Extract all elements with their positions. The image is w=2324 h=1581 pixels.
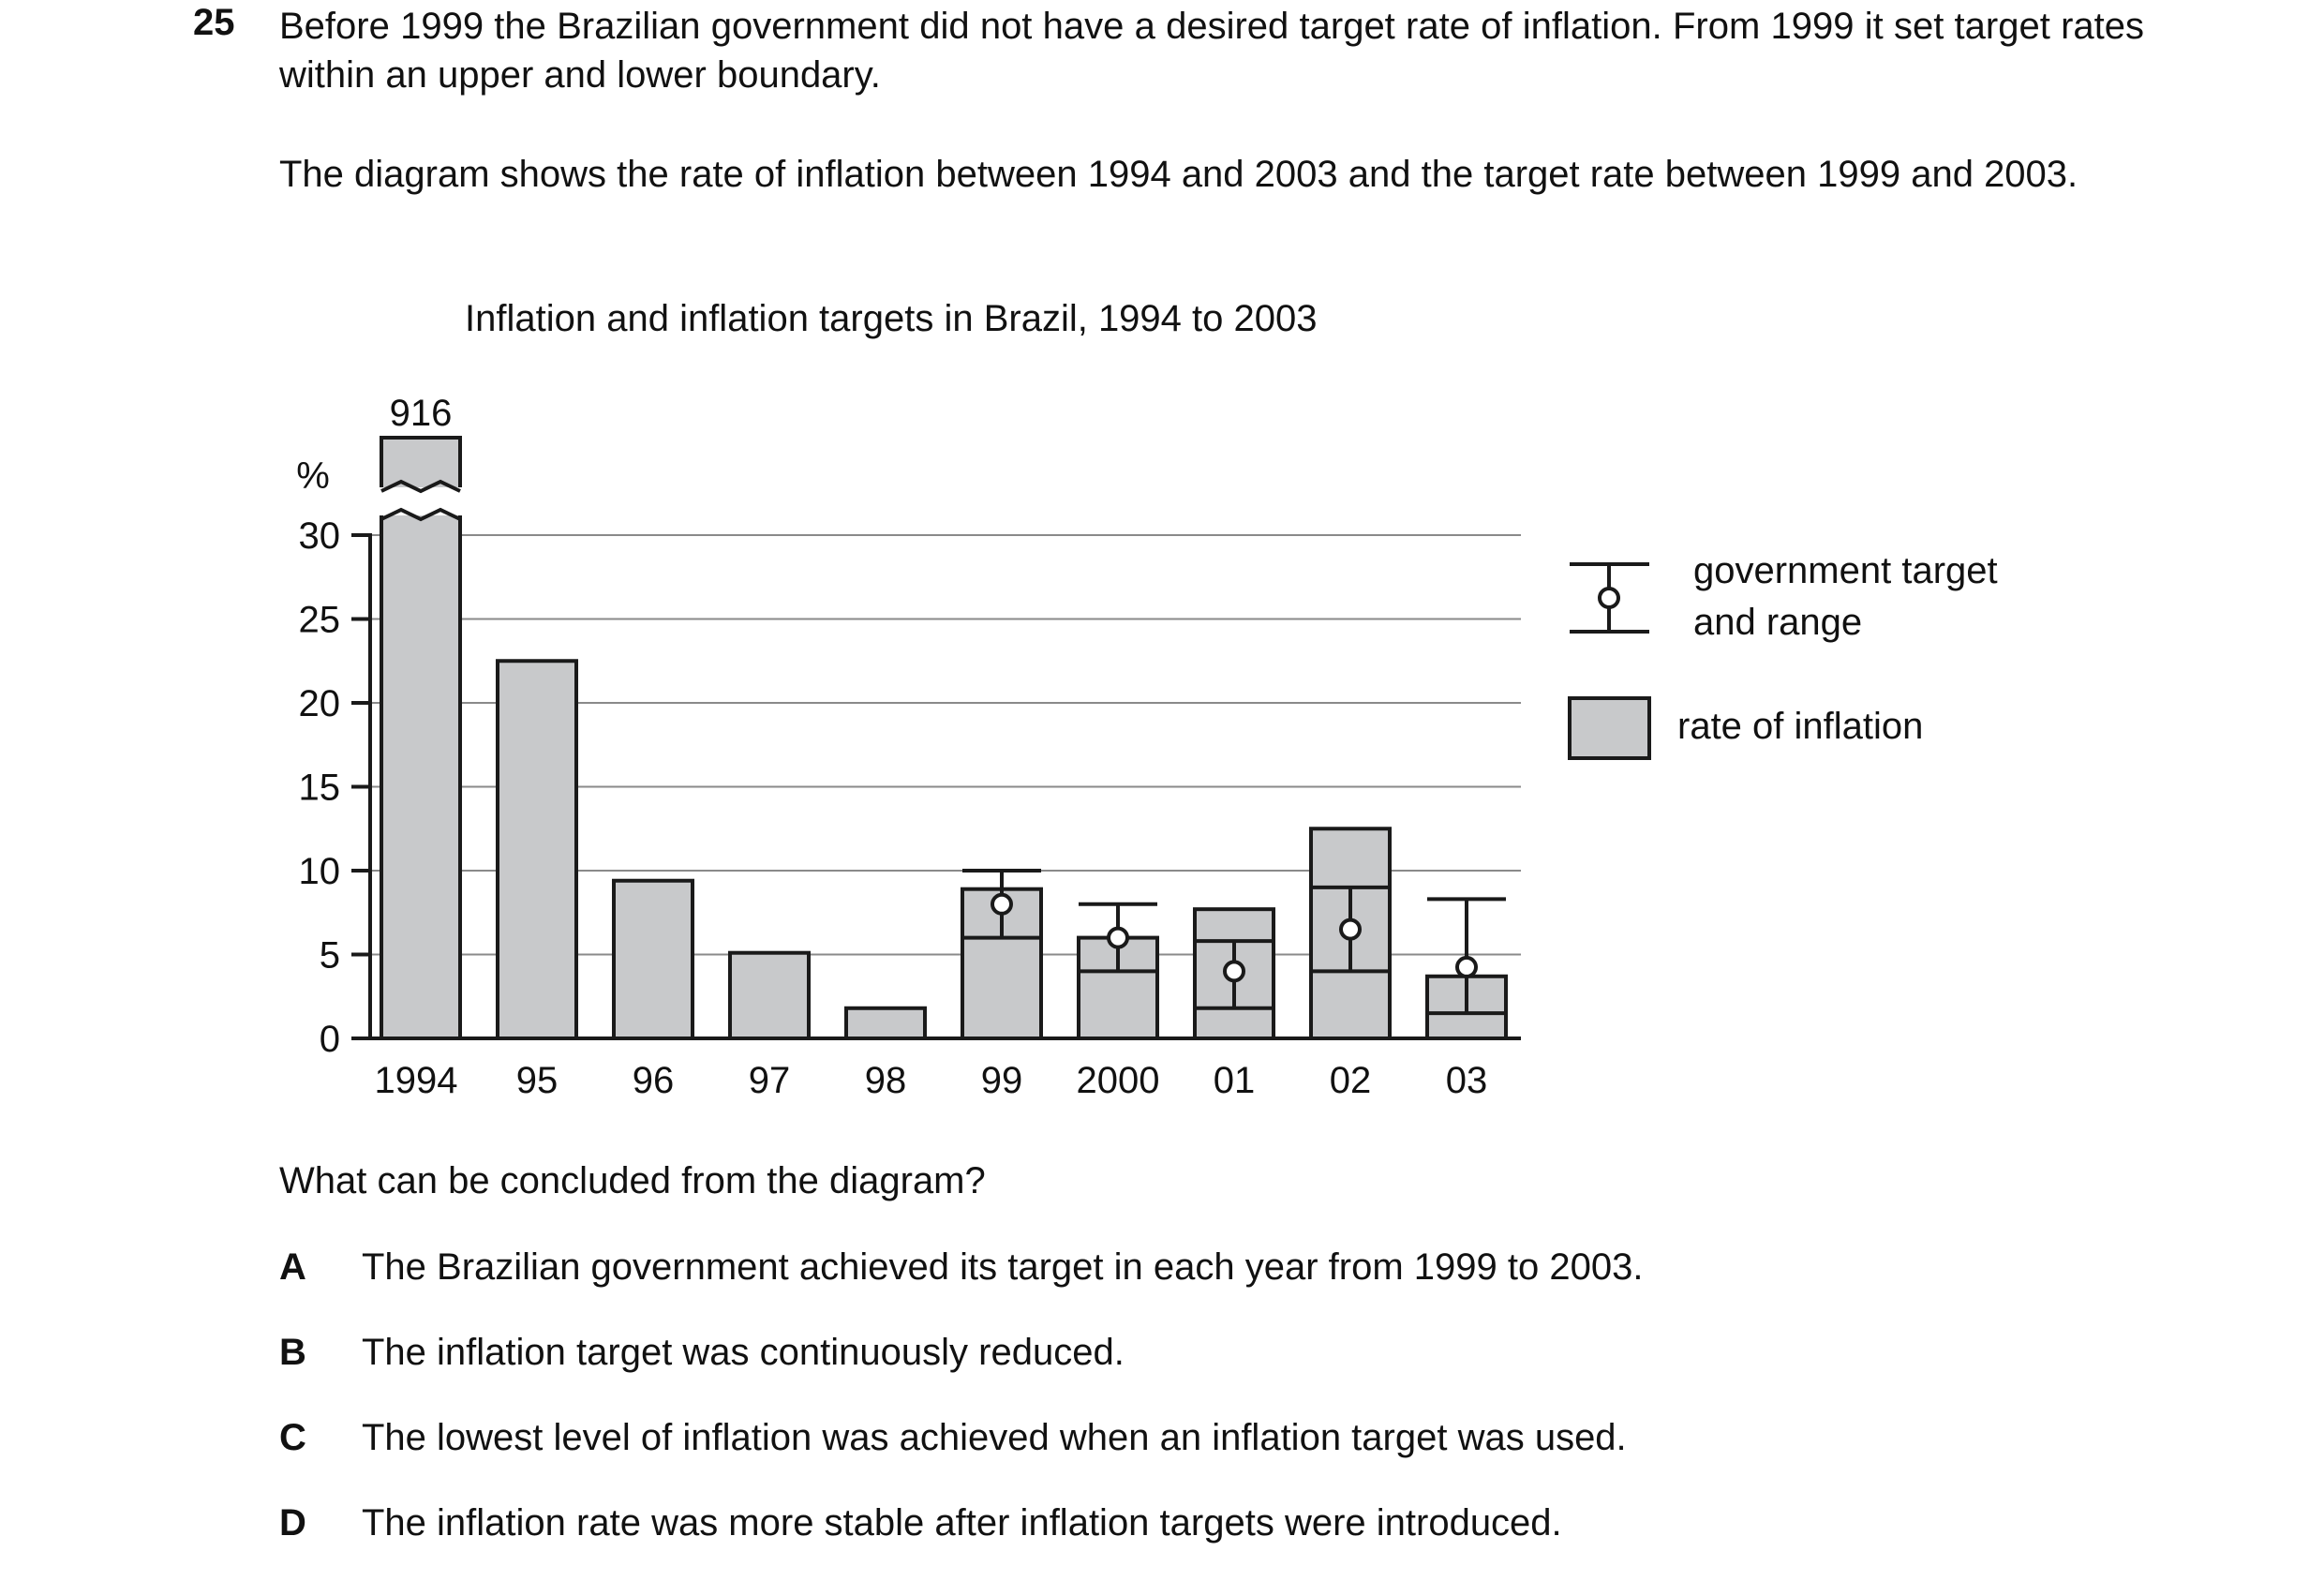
y-tick-label: 30: [299, 515, 341, 557]
bar-1994-upper: [380, 436, 462, 487]
legend-target-label-line2: and range: [1693, 602, 1862, 643]
option-a[interactable]: A The Brazilian government achieved its t…: [279, 1246, 1643, 1289]
intro-paragraph-1: Before 1999 the Brazilian government did…: [279, 6, 2144, 96]
bar-96: [612, 878, 694, 1040]
x-tick-label: 1994: [375, 1060, 458, 1101]
legend-inflation-swatch: [1568, 696, 1651, 760]
axis-break-zigzag-upper: [380, 479, 461, 494]
axis-break-zigzag-lower: [380, 507, 461, 522]
bar-98: [844, 1006, 927, 1041]
option-d-text: The inflation rate was more stable after…: [362, 1502, 1562, 1544]
legend-inflation-label: rate of inflation: [1677, 706, 1923, 747]
target-point-01: [1223, 960, 1245, 983]
option-d-letter: D: [279, 1502, 306, 1544]
option-c-text: The lowest level of inflation was achiev…: [362, 1417, 1627, 1458]
target-point-03: [1455, 955, 1478, 978]
intro-paragraph-2: The diagram shows the rate of inflation …: [279, 154, 2078, 195]
x-tick-label: 97: [749, 1060, 791, 1101]
option-c-letter: C: [279, 1417, 306, 1458]
y-tick-label: 0: [320, 1019, 340, 1060]
question-text: What can be concluded from the diagram?: [279, 1160, 986, 1201]
x-tick-label: 03: [1446, 1060, 1488, 1101]
bar-1994-lower-fill: [381, 515, 460, 1038]
target-point-02: [1339, 917, 1362, 941]
option-a-letter: A: [279, 1246, 306, 1288]
x-tick-label: 01: [1214, 1060, 1256, 1101]
target-point-2000: [1107, 926, 1129, 949]
option-b[interactable]: B The inflation target was continuously r…: [279, 1332, 1125, 1374]
option-c[interactable]: C The lowest level of inflation was achie…: [279, 1417, 1627, 1459]
option-b-letter: B: [279, 1332, 306, 1373]
y-tick-label: 5: [320, 935, 340, 977]
y-tick-label: 10: [299, 851, 341, 892]
x-tick-label: 02: [1330, 1060, 1372, 1101]
y-tick-label: 25: [299, 600, 341, 641]
bar-95: [496, 659, 578, 1040]
bar-1994-upper-fill: [381, 438, 460, 487]
option-d[interactable]: D The inflation rate was more stable afte…: [279, 1502, 1562, 1544]
bar-97: [728, 950, 811, 1041]
y-tick-label: 20: [299, 683, 341, 724]
option-b-text: The inflation target was continuously re…: [362, 1332, 1125, 1373]
y-axis-label: %: [296, 455, 330, 497]
legend-target-icon: [1598, 587, 1620, 609]
x-tick-label: 98: [865, 1060, 907, 1101]
option-a-text: The Brazilian government achieved its ta…: [362, 1246, 1644, 1288]
question-number: 25: [193, 2, 235, 43]
legend-target-label-line1: government target: [1693, 550, 1998, 591]
x-tick-label: 99: [981, 1060, 1023, 1101]
y-tick-label: 15: [299, 768, 341, 809]
chart-title: Inflation and inflation targets in Brazi…: [465, 298, 1318, 339]
x-tick-label: 2000: [1077, 1060, 1160, 1101]
target-point-99: [991, 892, 1013, 916]
x-tick-label: 95: [516, 1060, 559, 1101]
bar-value-label: 916: [390, 393, 453, 434]
x-tick-label: 96: [633, 1060, 675, 1101]
